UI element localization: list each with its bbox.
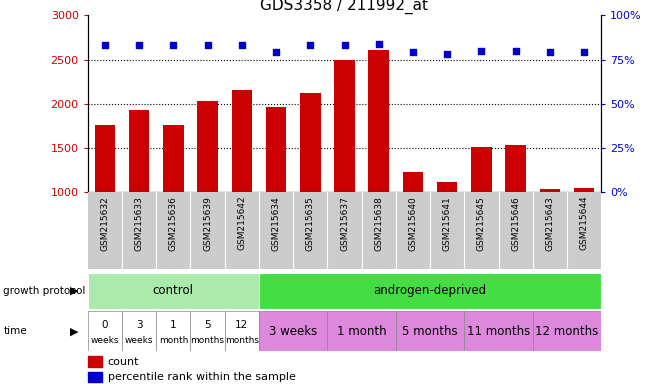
Text: 3 weeks: 3 weeks (269, 325, 317, 338)
Text: weeks: weeks (90, 336, 119, 344)
Bar (300, 93, 320, 280)
Text: GSM215645: GSM215645 (477, 196, 486, 251)
Bar (163, 125, 183, 280)
Point (476, 48, 487, 54)
Text: months: months (225, 336, 259, 344)
Bar (506, 145, 526, 280)
Bar (88, 311, 122, 351)
Text: count: count (108, 357, 139, 367)
Bar (533, 311, 601, 351)
Text: weeks: weeks (125, 336, 153, 344)
Text: GSM215644: GSM215644 (580, 196, 589, 250)
Bar (259, 311, 328, 351)
Text: 11 months: 11 months (467, 325, 530, 338)
Point (510, 48, 521, 54)
Bar (231, 91, 252, 280)
Bar (225, 311, 259, 351)
Point (134, 42, 144, 48)
Point (579, 50, 590, 56)
Point (442, 51, 452, 57)
Point (168, 42, 179, 48)
Text: months: months (190, 336, 224, 344)
Bar (471, 147, 491, 280)
Text: androgen-deprived: androgen-deprived (374, 285, 487, 297)
Bar (540, 189, 560, 280)
Text: 12: 12 (235, 320, 248, 330)
Text: GSM215639: GSM215639 (203, 196, 212, 251)
Text: GSM215638: GSM215638 (374, 196, 384, 251)
Bar (129, 110, 150, 280)
Bar (259, 273, 601, 309)
Text: 5: 5 (204, 320, 211, 330)
Text: GSM215642: GSM215642 (237, 196, 246, 250)
Text: GSM215635: GSM215635 (306, 196, 315, 251)
Point (202, 42, 213, 48)
Text: 0: 0 (101, 320, 108, 330)
Bar (464, 311, 533, 351)
Title: GDS3358 / 211992_at: GDS3358 / 211992_at (261, 0, 428, 14)
Text: 1 month: 1 month (337, 325, 387, 338)
Text: month: month (159, 336, 188, 344)
Bar (403, 172, 423, 280)
Bar (156, 311, 190, 351)
Point (237, 42, 247, 48)
Bar (95, 125, 115, 280)
Point (545, 50, 555, 56)
Bar (369, 50, 389, 280)
Text: 5 months: 5 months (402, 325, 458, 338)
Bar (574, 189, 594, 280)
Text: time: time (3, 326, 27, 336)
Point (305, 42, 315, 48)
Text: ▶: ▶ (70, 286, 78, 296)
Bar (88, 273, 259, 309)
Text: ▶: ▶ (70, 326, 78, 336)
Bar (328, 311, 396, 351)
Point (374, 41, 384, 47)
Point (339, 42, 350, 48)
Text: GSM215643: GSM215643 (545, 196, 554, 251)
Bar (88, 356, 101, 367)
Bar (437, 182, 458, 280)
Bar (88, 192, 601, 269)
Bar (88, 372, 101, 382)
Text: 3: 3 (136, 320, 142, 330)
Text: GSM215637: GSM215637 (340, 196, 349, 251)
Point (99, 42, 110, 48)
Text: percentile rank within the sample: percentile rank within the sample (108, 372, 296, 382)
Bar (396, 311, 464, 351)
Text: GSM215632: GSM215632 (100, 196, 109, 251)
Text: GSM215640: GSM215640 (408, 196, 417, 251)
Text: GSM215636: GSM215636 (169, 196, 178, 251)
Bar (190, 311, 225, 351)
Bar (198, 101, 218, 280)
Text: GSM215641: GSM215641 (443, 196, 452, 251)
Text: GSM215634: GSM215634 (272, 196, 281, 251)
Bar (122, 311, 156, 351)
Point (271, 50, 281, 56)
Text: control: control (153, 285, 194, 297)
Text: 12 months: 12 months (536, 325, 599, 338)
Text: growth protocol: growth protocol (3, 286, 86, 296)
Bar (334, 60, 355, 280)
Bar (266, 107, 286, 280)
Text: GSM215646: GSM215646 (511, 196, 520, 251)
Text: 1: 1 (170, 320, 177, 330)
Text: GSM215633: GSM215633 (135, 196, 144, 251)
Point (408, 50, 418, 56)
